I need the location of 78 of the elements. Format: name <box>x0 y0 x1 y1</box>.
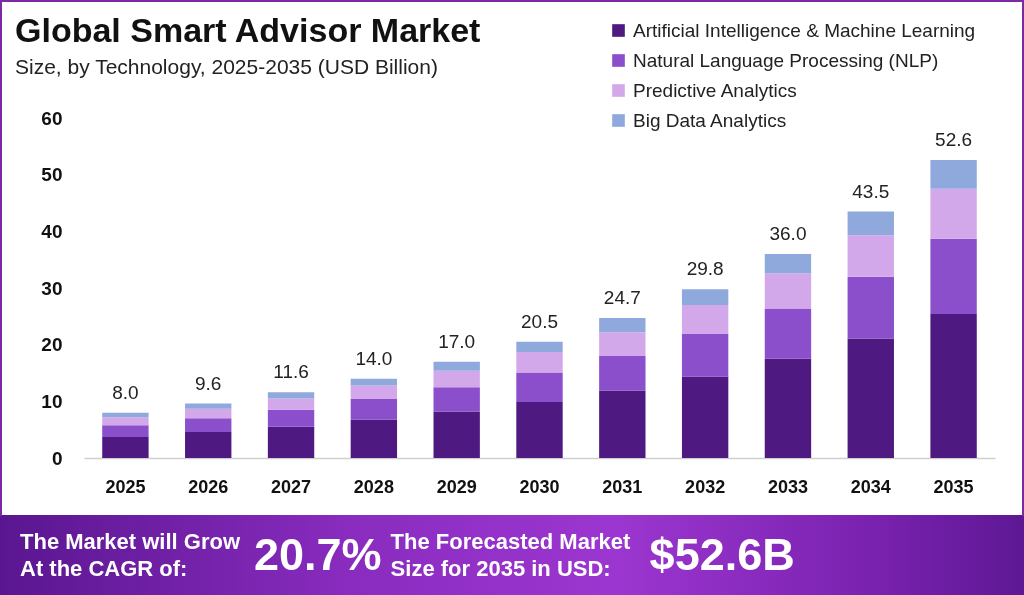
bar <box>930 159 977 189</box>
bar <box>267 426 315 458</box>
x-tick-label: 2032 <box>685 476 726 497</box>
bar <box>350 399 398 420</box>
bar <box>267 409 315 427</box>
legend-label: Artificial Intelligence & Machine Learning <box>633 19 976 41</box>
bar <box>847 338 894 458</box>
bar <box>102 412 149 418</box>
bar <box>930 314 977 458</box>
bar <box>847 276 894 339</box>
bar <box>681 333 729 377</box>
y-tick-label: 0 <box>51 447 63 469</box>
y-tick-label: 60 <box>41 107 63 129</box>
x-tick-label: 2033 <box>767 476 808 497</box>
bar <box>930 238 977 315</box>
bar <box>433 370 480 388</box>
bar <box>185 408 232 419</box>
x-tick-label: 2030 <box>519 476 560 497</box>
total-label: 52.6 <box>935 128 973 150</box>
y-tick-label: 30 <box>41 277 63 299</box>
bar <box>516 352 563 373</box>
bar <box>350 385 398 400</box>
bar <box>102 437 149 458</box>
bar <box>516 401 563 458</box>
bar <box>599 318 646 333</box>
y-tick-label: 10 <box>41 390 63 412</box>
bar <box>847 211 894 236</box>
bar <box>267 392 315 399</box>
total-label: 11.6 <box>273 361 309 383</box>
total-label: 17.0 <box>438 330 476 352</box>
bar <box>433 411 480 458</box>
y-tick-label: 50 <box>41 164 63 186</box>
x-tick-label: 2027 <box>271 476 312 497</box>
bar <box>185 431 232 458</box>
bar <box>516 341 563 353</box>
total-label: 43.5 <box>852 180 890 202</box>
bar <box>764 308 812 359</box>
total-label: 24.7 <box>603 287 641 309</box>
total-label: 36.0 <box>769 223 807 244</box>
bar <box>102 425 149 438</box>
x-tick-label: 2031 <box>602 476 643 497</box>
bar <box>599 332 646 356</box>
bar <box>764 273 812 309</box>
bar <box>930 188 977 239</box>
bar <box>681 305 729 334</box>
chart-title: Global Smart Advisor Market <box>15 11 481 49</box>
x-tick-label: 2034 <box>850 476 891 497</box>
total-label: 9.6 <box>195 372 222 394</box>
x-tick-label: 2026 <box>188 476 229 497</box>
bar <box>681 376 729 458</box>
total-label: 8.0 <box>112 381 139 403</box>
bar <box>599 390 646 458</box>
x-tick-label: 2029 <box>436 476 477 497</box>
bar <box>185 418 232 432</box>
bar <box>599 356 646 391</box>
bar <box>267 398 315 410</box>
legend-label: Big Data Analytics <box>633 109 787 131</box>
bar <box>764 358 812 458</box>
legend-label: Predictive Analytics <box>633 79 797 101</box>
total-label: 14.0 <box>355 347 393 369</box>
bar <box>433 387 480 412</box>
legend-label: Natural Language Processing (NLP) <box>633 49 939 71</box>
total-label: 20.5 <box>521 310 558 332</box>
bar <box>847 235 894 277</box>
bar <box>433 361 480 371</box>
y-tick-label: 20 <box>41 334 63 356</box>
y-tick-label: 40 <box>41 220 63 242</box>
bar <box>185 403 232 409</box>
x-tick-label: 2025 <box>105 476 146 497</box>
bar <box>350 419 398 458</box>
x-tick-label: 2028 <box>353 476 394 497</box>
bar <box>764 254 812 274</box>
total-label: 29.8 <box>686 258 724 280</box>
bar <box>102 417 149 426</box>
chart-subtitle: Size, by Technology, 2025-2035 (USD Billion) <box>15 55 438 78</box>
bar <box>681 289 729 305</box>
bar <box>516 372 563 402</box>
x-tick-label: 2035 <box>933 476 974 497</box>
